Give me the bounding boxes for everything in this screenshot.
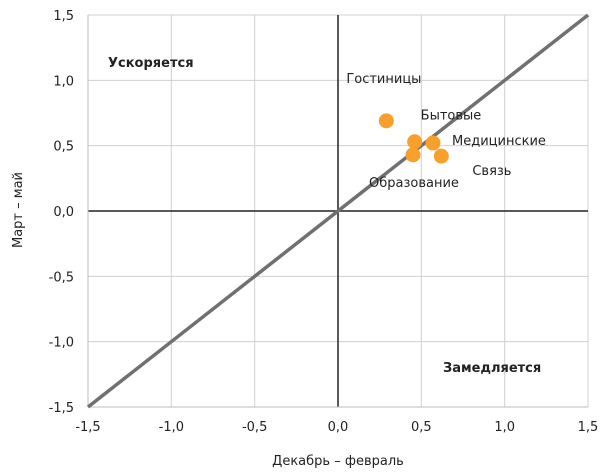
y-axis-title: Март – май	[11, 172, 26, 248]
point-label: Образование	[369, 176, 459, 191]
point-labels: Гостиницы Бытовые Медицинские Связь Образова…	[346, 72, 546, 191]
point-label: Бытовые	[421, 109, 482, 124]
x-tick-label: 1,5	[578, 420, 599, 435]
x-axis-title: Декабрь – февраль	[272, 454, 404, 469]
data-point	[407, 134, 423, 150]
y-tick-label: -0,5	[49, 270, 74, 285]
region-label-decelerating: Замедляется	[443, 361, 541, 376]
y-tick-label: 1,5	[53, 9, 74, 24]
data-point	[433, 148, 449, 164]
y-tick-label: 0,0	[53, 205, 74, 220]
x-tick-label: 0,0	[328, 420, 349, 435]
x-tick-label: 1,0	[494, 420, 515, 435]
y-tick-label: 0,5	[53, 140, 74, 155]
point-label: Медицинские	[452, 134, 546, 149]
data-point	[405, 147, 421, 163]
x-tick-label: 0,5	[411, 420, 432, 435]
point-label: Гостиницы	[346, 72, 421, 87]
diagonal-line	[86, 13, 590, 409]
data-point	[425, 135, 441, 151]
y-tick-label: -1,0	[49, 336, 74, 351]
x-tick-label: -0,5	[242, 420, 267, 435]
x-tick-label: -1,0	[159, 420, 184, 435]
data-points	[378, 113, 449, 164]
y-tick-label: -1,5	[49, 401, 74, 416]
data-point	[378, 113, 394, 129]
x-tick-label: -1,5	[75, 420, 100, 435]
point-label: Связь	[472, 164, 511, 179]
region-label-accelerating: Ускоряется	[108, 56, 194, 71]
y-tick-label: 1,0	[53, 74, 74, 89]
y-tick-labels: 1,5 1,0 0,5 0,0 -0,5 -1,0 -1,5	[49, 9, 74, 416]
x-tick-labels: -1,5 -1,0 -0,5 0,0 0,5 1,0 1,5	[75, 420, 598, 435]
